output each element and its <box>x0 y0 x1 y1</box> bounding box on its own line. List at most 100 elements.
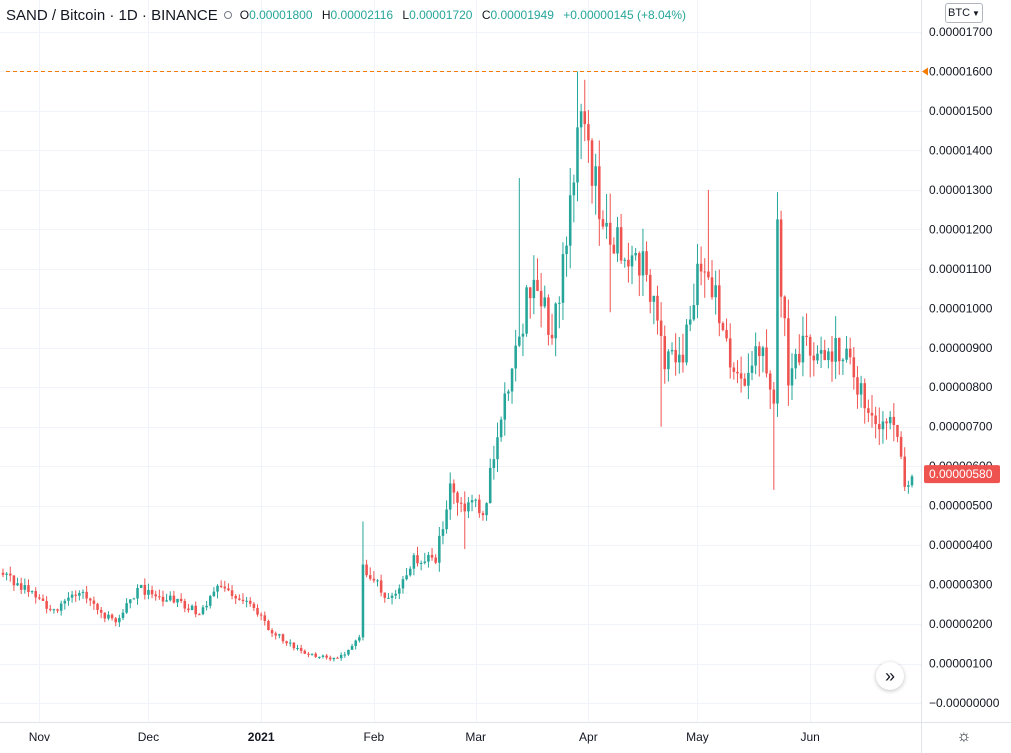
candle[interactable] <box>416 546 419 567</box>
candle[interactable] <box>888 411 892 430</box>
candle[interactable] <box>496 422 499 472</box>
candle[interactable] <box>703 258 707 298</box>
candle[interactable] <box>45 596 48 614</box>
candle[interactable] <box>561 242 565 320</box>
candle[interactable] <box>299 644 303 654</box>
candle[interactable] <box>245 597 248 608</box>
candle[interactable] <box>78 590 81 601</box>
candle[interactable] <box>365 559 368 578</box>
candle[interactable] <box>165 593 168 603</box>
candle[interactable] <box>288 639 292 647</box>
candle[interactable] <box>521 323 525 357</box>
candle[interactable] <box>430 547 434 561</box>
candle[interactable] <box>187 603 190 613</box>
candle[interactable] <box>379 574 383 597</box>
candle[interactable] <box>74 590 77 602</box>
candle[interactable] <box>41 594 45 601</box>
candle[interactable] <box>118 614 121 627</box>
candle[interactable] <box>103 612 107 623</box>
candle[interactable] <box>267 619 270 631</box>
candle[interactable] <box>125 598 128 615</box>
candle[interactable] <box>583 79 587 142</box>
candle[interactable] <box>616 216 619 262</box>
candle[interactable] <box>278 633 281 639</box>
candle[interactable] <box>30 590 34 594</box>
candle[interactable] <box>518 178 521 348</box>
candle[interactable] <box>368 567 372 581</box>
candle[interactable] <box>481 510 485 521</box>
candle[interactable] <box>441 521 445 545</box>
candle[interactable] <box>885 418 888 440</box>
candle[interactable] <box>201 604 205 616</box>
candle[interactable] <box>176 598 179 608</box>
candle[interactable] <box>48 604 52 612</box>
candle[interactable] <box>281 633 285 644</box>
candle[interactable] <box>434 554 437 565</box>
candle[interactable] <box>638 251 641 297</box>
candle[interactable] <box>99 606 103 619</box>
candle[interactable] <box>838 337 841 375</box>
candle[interactable] <box>536 258 539 292</box>
candle[interactable] <box>96 602 99 615</box>
candle[interactable] <box>765 329 768 378</box>
candle[interactable] <box>230 585 234 600</box>
candle[interactable] <box>234 594 237 605</box>
candle[interactable] <box>598 140 601 246</box>
candle[interactable] <box>881 411 885 444</box>
candle[interactable] <box>423 552 427 565</box>
candle[interactable] <box>143 578 147 600</box>
candle[interactable] <box>827 347 830 369</box>
candle[interactable] <box>227 583 230 592</box>
candle[interactable] <box>63 598 67 610</box>
candle[interactable] <box>398 584 401 600</box>
candle[interactable] <box>259 612 263 621</box>
candle[interactable] <box>547 294 550 346</box>
candle[interactable] <box>594 153 597 215</box>
candle[interactable] <box>554 302 557 357</box>
candle[interactable] <box>543 285 547 309</box>
candle[interactable] <box>819 336 823 369</box>
candle[interactable] <box>605 193 608 239</box>
candle[interactable] <box>110 613 114 621</box>
candle[interactable] <box>147 583 150 600</box>
candle[interactable] <box>376 579 379 587</box>
candle[interactable] <box>630 245 634 285</box>
candle[interactable] <box>292 642 296 651</box>
candle[interactable] <box>405 567 408 581</box>
candle[interactable] <box>408 566 412 577</box>
candle[interactable] <box>16 577 19 587</box>
currency-button[interactable]: BTC ▼ <box>945 3 983 23</box>
candle[interactable] <box>241 593 245 605</box>
candle[interactable] <box>590 138 594 204</box>
candle[interactable] <box>652 295 656 325</box>
candle[interactable] <box>558 296 561 329</box>
candle[interactable] <box>867 399 870 423</box>
interval-label[interactable]: 1D <box>118 6 138 24</box>
candle[interactable] <box>194 601 197 618</box>
candle[interactable] <box>550 313 554 345</box>
candle[interactable] <box>856 366 859 409</box>
candle[interactable] <box>419 560 423 571</box>
candle[interactable] <box>256 604 259 617</box>
candle[interactable] <box>688 305 692 332</box>
candle[interactable] <box>121 609 125 621</box>
candle[interactable] <box>350 643 354 650</box>
candle[interactable] <box>503 382 507 436</box>
candle[interactable] <box>899 431 903 460</box>
candle[interactable] <box>38 594 41 601</box>
candle[interactable] <box>565 236 568 277</box>
candle[interactable] <box>307 651 310 658</box>
candle[interactable] <box>296 644 299 651</box>
candle[interactable] <box>659 302 663 427</box>
candle[interactable] <box>325 654 328 660</box>
candle[interactable] <box>318 656 321 660</box>
candle[interactable] <box>85 586 88 604</box>
candle[interactable] <box>205 600 208 611</box>
chart-settings-button[interactable]: ☼ <box>954 727 974 747</box>
candle[interactable] <box>445 500 448 534</box>
candle[interactable] <box>190 604 194 611</box>
candle[interactable] <box>692 283 696 322</box>
candle[interactable] <box>52 608 56 614</box>
candle[interactable] <box>761 345 765 373</box>
